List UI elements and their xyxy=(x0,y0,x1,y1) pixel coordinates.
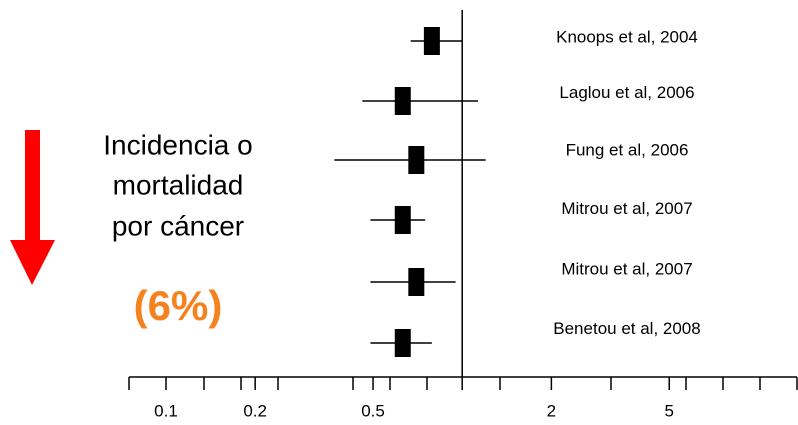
estimate-box xyxy=(394,87,411,115)
x-tick-label: 0.1 xyxy=(154,401,178,420)
study-label: Mitrou et al, 2007 xyxy=(561,259,692,278)
note-line: por cáncer xyxy=(112,210,244,241)
study-label: Knoops et al, 2004 xyxy=(556,27,698,46)
x-tick-label: 2 xyxy=(547,401,556,420)
x-tick-label: 0.5 xyxy=(361,401,385,420)
minor-ticks xyxy=(128,377,798,390)
study-label: Fung et al, 2006 xyxy=(566,140,689,159)
x-tick-label: 0.2 xyxy=(243,401,267,420)
estimate-box xyxy=(394,206,411,234)
study-label: Benetou et al, 2008 xyxy=(553,319,700,338)
study-label: Laglou et al, 2006 xyxy=(559,83,694,102)
down-arrow xyxy=(10,130,55,285)
x-tick-label: 5 xyxy=(664,401,673,420)
note-line: Incidencia o xyxy=(103,129,252,160)
study-label: Mitrou et al, 2007 xyxy=(561,199,692,218)
highlight: (6%) xyxy=(134,282,223,329)
estimate-box xyxy=(394,329,411,357)
estimate-box xyxy=(408,146,425,174)
note-line: mortalidad xyxy=(113,169,244,200)
estimate-box xyxy=(408,268,425,296)
estimate-box xyxy=(423,27,440,55)
